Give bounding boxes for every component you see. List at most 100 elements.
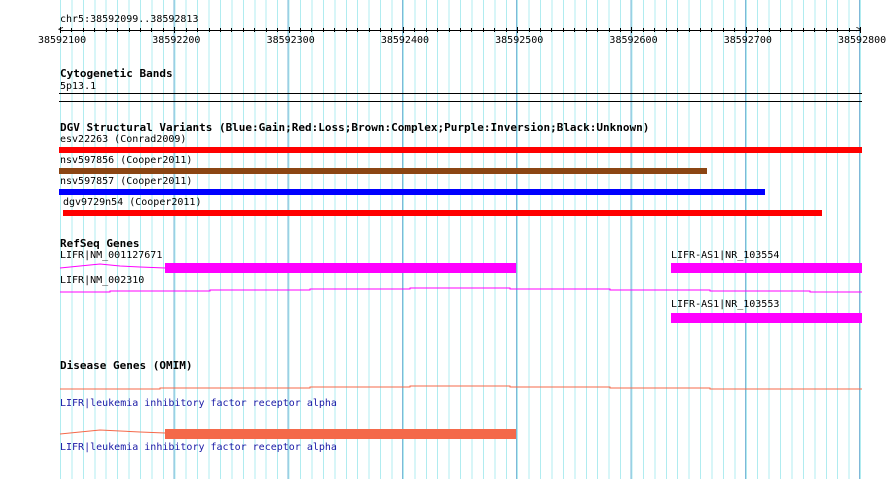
ruler-tick <box>620 28 621 32</box>
ruler-tick <box>848 28 850 32</box>
dgv-bar-nsv597857[interactable] <box>59 189 765 195</box>
ruler-tick <box>540 28 541 32</box>
ruler-tick <box>562 28 564 32</box>
ruler-tick <box>128 28 130 32</box>
ruler-tick <box>802 28 804 32</box>
ruler-tick <box>757 28 759 32</box>
ruler-tick <box>357 28 359 32</box>
ruler-tick <box>711 28 713 32</box>
ruler-tick-label: 38592600 <box>609 35 658 46</box>
nm-002310-transcript[interactable] <box>60 287 862 293</box>
ruler-tick <box>814 28 816 32</box>
ruler-tick <box>665 28 667 32</box>
nm-001127671-intron[interactable] <box>59 263 166 269</box>
ruler-tick <box>105 28 107 32</box>
refseq-exon-nr-103554[interactable] <box>671 263 862 273</box>
ruler-tick <box>517 27 519 33</box>
omim-label-1[interactable]: LIFR|leukemia inhibitory factor receptor… <box>60 398 337 409</box>
ruler-tick <box>700 28 701 32</box>
ruler-tick <box>837 28 839 32</box>
refseq-exon-nm-001127671[interactable] <box>165 263 516 273</box>
ruler-tick <box>140 28 141 32</box>
ruler-tick <box>574 28 576 32</box>
track-title-dgv[interactable]: DGV Structural Variants (Blue:Gain;Red:L… <box>60 121 650 134</box>
ruler-tick <box>448 28 450 32</box>
ruler-tick <box>734 28 736 32</box>
refseq-label-nr-103554: LIFR-AS1|NR_103554 <box>671 250 780 261</box>
ruler-tick <box>231 28 233 32</box>
ruler-tick <box>265 28 267 32</box>
ruler-tick <box>300 28 301 32</box>
ruler-tick <box>608 28 610 32</box>
ruler-tick-label: 38592100 <box>38 35 87 46</box>
ruler-tick-label: 38592700 <box>723 35 772 46</box>
ruler-tick <box>311 28 313 32</box>
region-label: chr5:38592099..38592813 <box>60 14 199 25</box>
ruler-tick <box>402 27 404 33</box>
ruler-tick <box>722 28 724 32</box>
ruler-tick-label: 38592800 <box>838 35 887 46</box>
dgv-bar-dgv9729n54[interactable] <box>63 210 822 216</box>
omim-label-2[interactable]: LIFR|leukemia inhibitory factor receptor… <box>60 442 337 453</box>
dgv-label-esv22263: esv22263 (Conrad2009) <box>60 134 187 145</box>
refseq-label-nm-002310: LIFR|NM_002310 <box>60 275 145 286</box>
ruler-tick <box>208 28 210 32</box>
ruler-tick <box>414 28 416 32</box>
ruler-tick <box>860 27 861 33</box>
ruler-tick <box>780 28 781 32</box>
dgv-label-dgv9729n54: dgv9729n54 (Cooper2011) <box>63 197 202 208</box>
scroll-right-icon[interactable]: > <box>856 25 862 35</box>
ruler-tick <box>322 28 324 32</box>
ruler-tick <box>425 28 427 32</box>
track-title-omim[interactable]: Disease Genes (OMIM) <box>60 359 193 372</box>
ruler-tick <box>197 28 199 32</box>
ruler-tick <box>768 28 770 32</box>
omim-exon-2[interactable] <box>165 429 516 439</box>
omim-line-1[interactable] <box>60 385 862 390</box>
ruler-tick <box>825 28 827 32</box>
ruler-tick <box>288 27 290 33</box>
ruler-tick <box>334 28 336 32</box>
ruler-tick <box>391 28 393 32</box>
ruler-tick <box>460 28 461 32</box>
ruler-tick <box>242 28 244 32</box>
ruler-tick <box>71 28 73 32</box>
ruler-tick <box>220 28 221 32</box>
ruler-tick <box>60 27 61 33</box>
ruler-tick <box>345 28 347 32</box>
refseq-label-nr-103553: LIFR-AS1|NR_103553 <box>671 299 780 310</box>
ruler-tick <box>94 28 96 32</box>
dgv-label-nsv597856: nsv597856 (Cooper2011) <box>60 155 193 166</box>
ruler-tick-label: 38592400 <box>380 35 430 46</box>
ruler-tick-label: 38592500 <box>495 35 544 46</box>
cytoband-feature[interactable] <box>59 93 862 102</box>
dgv-bar-esv22263[interactable] <box>59 147 862 153</box>
omim-line-2[interactable] <box>59 429 166 435</box>
ruler-tick <box>528 28 530 32</box>
track-title-refseq[interactable]: RefSeq Genes <box>60 237 140 250</box>
ruler-tick <box>471 28 473 32</box>
ruler-tick <box>162 28 164 32</box>
dgv-bar-nsv597856[interactable] <box>59 168 707 174</box>
ruler-tick <box>631 27 633 33</box>
ruler-tick <box>494 28 496 32</box>
ruler-tick <box>551 28 553 32</box>
ruler-tick <box>185 28 187 32</box>
ruler-tick <box>654 28 656 32</box>
ruler-tick <box>82 28 84 32</box>
ruler-tick <box>688 28 690 32</box>
track-title-cytogenetic-bands[interactable]: Cytogenetic Bands <box>60 67 173 80</box>
refseq-exon-nr-103553[interactable] <box>671 313 862 323</box>
ruler-tick <box>437 28 439 32</box>
ruler-tick <box>642 28 644 32</box>
ruler-tick-label: 38592200 <box>152 35 201 46</box>
ruler-tick <box>585 28 587 32</box>
ruler-tick <box>254 28 256 32</box>
ruler-tick <box>482 28 484 32</box>
ruler-tick <box>174 27 176 33</box>
ruler-tick <box>745 27 747 33</box>
ruler-tick-label: 38592300 <box>266 35 315 46</box>
ruler-tick <box>791 28 793 32</box>
refseq-label-nm-001127671: LIFR|NM_001127671 <box>60 250 163 261</box>
